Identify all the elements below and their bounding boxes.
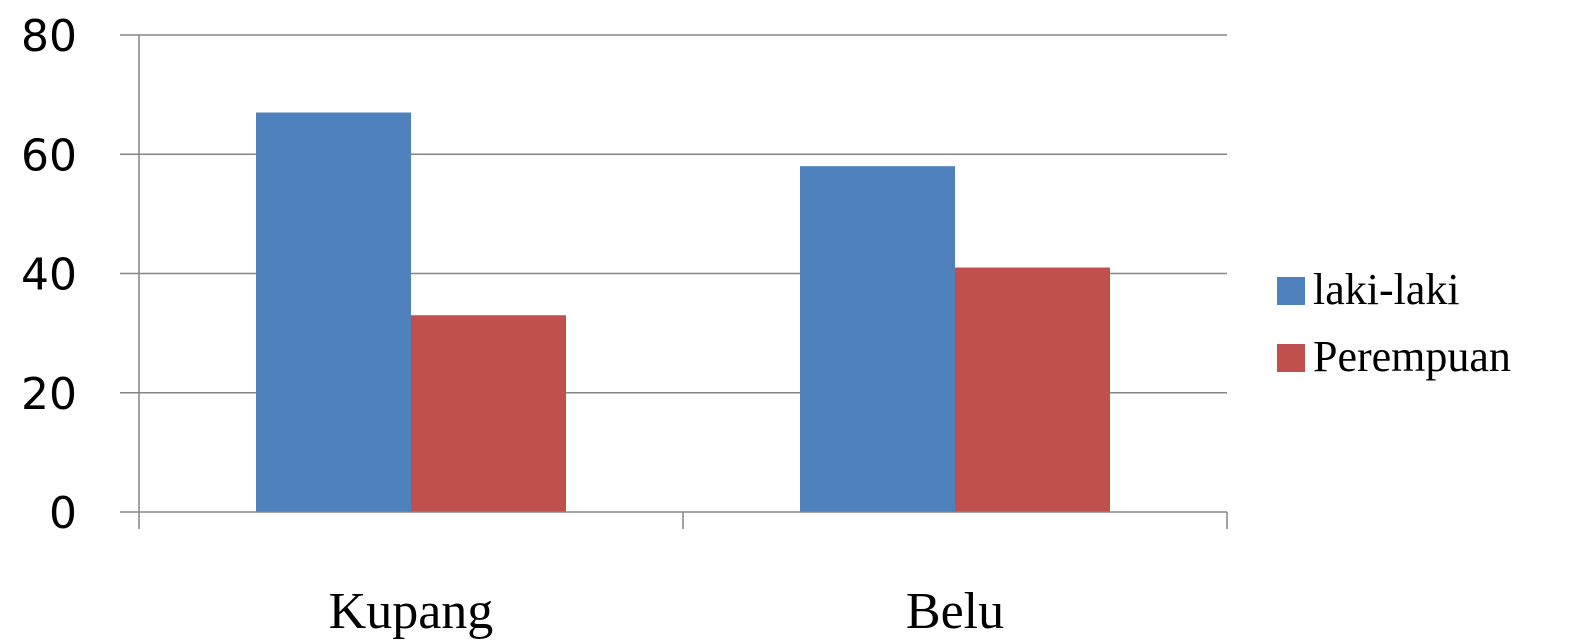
legend-swatch: [1277, 344, 1305, 372]
bar: [955, 267, 1110, 512]
legend: laki-laki Perempuan: [1277, 265, 1511, 381]
bar: [800, 166, 955, 513]
y-tick-label: 60: [21, 130, 77, 181]
x-tick-label: Belu: [906, 583, 1004, 640]
x-tick-labels: Kupang Belu: [329, 583, 1004, 640]
legend-swatch: [1277, 277, 1305, 305]
y-tick-label: 40: [21, 250, 77, 301]
bars: [256, 112, 1110, 513]
legend-label: laki-laki: [1313, 265, 1460, 314]
bar: [256, 112, 411, 512]
x-tick-label: Kupang: [329, 583, 494, 640]
legend-label: Perempuan: [1313, 332, 1511, 381]
y-tick-label: 20: [21, 369, 77, 420]
y-tick-labels: 0 20 40 60 80: [21, 11, 77, 539]
y-tick-label: 80: [21, 11, 77, 62]
bar: [411, 315, 566, 512]
axes: [120, 34, 1228, 529]
y-tick-label: 0: [49, 488, 77, 539]
